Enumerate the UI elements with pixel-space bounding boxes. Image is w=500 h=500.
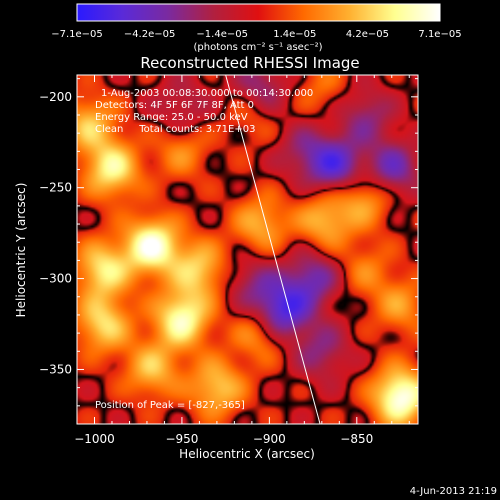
y-axis-label: Heliocentric Y (arcsec) [14,183,28,318]
plot-area: −1000 −950 −900 −850 −200 −250 −300 −350 [39,74,419,446]
solar-limb-line [225,75,321,424]
colorbar-tick-label: 1.4e−05 [273,29,316,40]
plot-frame [76,74,419,425]
colorbar-ticks: −7.1e−05 −4.2e−05 −1.4e−05 1.4e−05 4.2e−05 7.… [51,29,461,40]
y-tick-label: −250 [39,181,72,195]
footer-date: 4-Jun-2013 21:19 [410,486,497,497]
chart-title: Reconstructed RHESSI Image [140,54,359,72]
colorbar-tick-label: 7.1e−05 [418,29,461,40]
annotation-block: 1-Aug-2003 00:08:30.000 to 00:14:30.000 … [95,88,313,411]
annotation-clean-counts: Clean Total counts: 3.71E+03 [95,124,255,135]
colorbar-strip [76,3,441,22]
colorbar-unit-label: (photons cm⁻² s⁻¹ asec⁻²) [193,42,322,53]
colorbar-tick-label: −4.2e−05 [124,29,176,40]
x-tick-label: −950 [165,432,198,446]
x-tick-label: −1000 [74,432,115,446]
y-tick-label: −200 [39,90,72,104]
colorbar-tick-label: 4.2e−05 [346,29,389,40]
y-tick-label: −300 [39,272,72,286]
x-tick-label: −900 [253,432,286,446]
heatmap-image [77,75,418,424]
x-axis-label: Heliocentric X (arcsec) [179,447,315,461]
axis-ticks: −1000 −950 −900 −850 −200 −250 −300 −350 [39,75,418,446]
annotation-time-range: 1-Aug-2003 00:08:30.000 to 00:14:30.000 [101,88,313,99]
colorbar-tick-label: −7.1e−05 [51,29,103,40]
x-tick-label: −850 [340,432,373,446]
y-tick-label: −350 [39,362,72,376]
annotation-energy-range: Energy Range: 25.0 - 50.0 keV [95,112,248,123]
peak-position-label: Position of Peak = [-827,-365] [95,400,245,411]
annotation-detectors: Detectors: 4F 5F 6F 7F 8F, Att 0 [95,100,254,111]
colorbar: −7.1e−05 −4.2e−05 −1.4e−05 1.4e−05 4.2e−05 7.… [51,3,462,53]
colorbar-tick-label: −1.4e−05 [196,29,248,40]
